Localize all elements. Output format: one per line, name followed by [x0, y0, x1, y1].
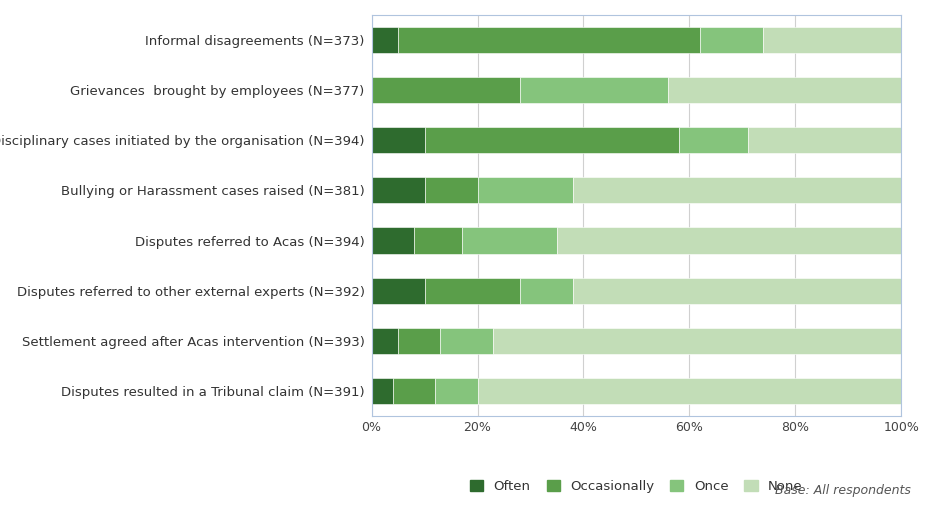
Bar: [424, 127, 678, 154]
Bar: [371, 177, 424, 203]
Bar: [493, 328, 900, 354]
Bar: [477, 177, 573, 203]
Bar: [461, 228, 557, 254]
Bar: [371, 328, 397, 354]
Bar: [371, 127, 424, 154]
Bar: [393, 378, 434, 404]
Bar: [397, 328, 440, 354]
Bar: [434, 378, 477, 404]
Bar: [371, 277, 424, 304]
Bar: [440, 328, 493, 354]
Bar: [557, 228, 900, 254]
Bar: [747, 127, 900, 154]
Bar: [520, 277, 573, 304]
Bar: [763, 27, 900, 53]
Bar: [371, 228, 414, 254]
Bar: [371, 378, 393, 404]
Bar: [371, 77, 520, 103]
Bar: [520, 77, 667, 103]
Bar: [414, 228, 461, 254]
Bar: [424, 177, 477, 203]
Bar: [397, 27, 699, 53]
Bar: [424, 277, 520, 304]
Bar: [667, 77, 900, 103]
Bar: [573, 277, 900, 304]
Bar: [678, 127, 747, 154]
Bar: [573, 177, 900, 203]
Bar: [699, 27, 763, 53]
Bar: [371, 27, 397, 53]
Legend: Often, Occasionally, Once, None: Often, Occasionally, Once, None: [464, 475, 807, 498]
Bar: [477, 378, 900, 404]
Text: Base: All respondents: Base: All respondents: [774, 484, 909, 497]
